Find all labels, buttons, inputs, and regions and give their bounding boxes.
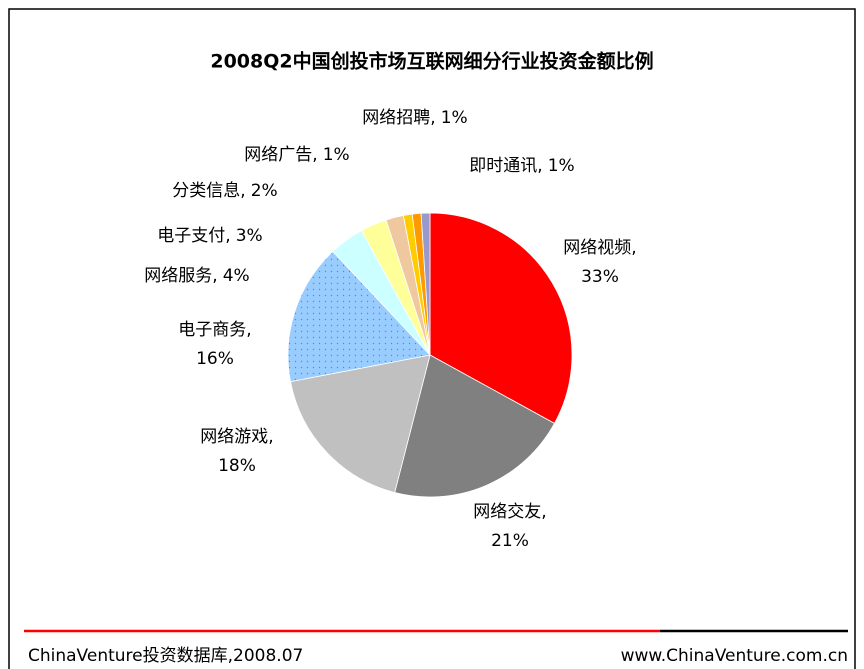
- value-label: 1%: [548, 156, 575, 176]
- value-label: 4%: [223, 266, 250, 286]
- value-label: 16%: [196, 349, 234, 369]
- value-label: 2%: [251, 181, 278, 201]
- pie-slice: [287, 250, 431, 383]
- value-label: 33%: [581, 267, 619, 287]
- category-label: 电子商务,: [178, 320, 251, 340]
- slice-label: 即时通讯, 1%: [469, 156, 574, 176]
- category-label: 电子支付,: [157, 226, 230, 246]
- category-label: 网络游戏,: [200, 427, 273, 447]
- value-label: 3%: [236, 226, 263, 246]
- category-label: 网络招聘,: [362, 108, 435, 128]
- pie-slice: [394, 354, 555, 498]
- category-label: 分类信息,: [172, 181, 245, 201]
- pie-slice: [290, 354, 431, 494]
- pie-slice: [420, 212, 431, 356]
- chart-title: 2008Q2中国创投市场互联网细分行业投资金额比例: [210, 50, 653, 73]
- value-label: 1%: [441, 108, 468, 128]
- category-label: 网络服务,: [144, 266, 217, 286]
- slice-label: 电子支付, 3%: [157, 226, 262, 246]
- slice-label: 网络服务, 4%: [144, 266, 249, 286]
- slice-label: 网络招聘, 1%: [362, 108, 467, 128]
- slice-label: 分类信息, 2%: [172, 181, 277, 201]
- value-label: 21%: [491, 531, 529, 551]
- category-label: 网络视频,: [563, 238, 636, 258]
- pie-slice: [429, 212, 573, 424]
- frame: [8, 8, 856, 669]
- website: www.ChinaVenture.com.cn: [621, 646, 848, 666]
- category-label: 即时通讯,: [469, 156, 542, 176]
- value-label: 1%: [323, 145, 350, 165]
- source: ChinaVenture投资数据库,2008.07: [28, 646, 303, 666]
- value-label: 18%: [218, 456, 256, 476]
- slice-label: 网络广告, 1%: [244, 145, 349, 165]
- category-label: 网络交友,: [473, 502, 546, 522]
- category-label: 网络广告,: [244, 145, 317, 165]
